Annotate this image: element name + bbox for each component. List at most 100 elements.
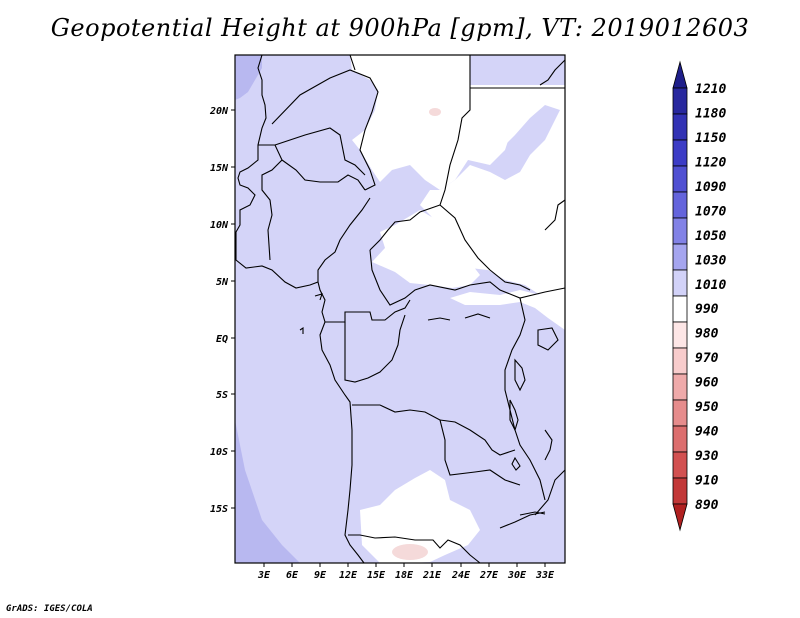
island bbox=[314, 293, 323, 301]
island bbox=[299, 326, 304, 334]
plateau-area bbox=[450, 290, 565, 330]
plateau-area bbox=[360, 470, 480, 563]
river bbox=[427, 317, 451, 321]
colorbar-label: 1050 bbox=[695, 229, 726, 244]
colorbar-label: 950 bbox=[695, 400, 719, 415]
colorbar-label: 890 bbox=[695, 498, 719, 513]
colorbar-swatch bbox=[672, 217, 688, 245]
colorbar-swatch bbox=[672, 425, 688, 453]
colorbar-swatch bbox=[672, 451, 688, 479]
colorbar-label: 1180 bbox=[695, 106, 726, 121]
river bbox=[464, 313, 491, 319]
low-pocket-area bbox=[392, 544, 428, 560]
border bbox=[344, 314, 406, 383]
border bbox=[271, 69, 379, 191]
y-tick-label: EQ bbox=[216, 334, 228, 345]
coastline bbox=[235, 54, 365, 564]
colorbar-swatch bbox=[672, 321, 688, 349]
colorbar-label: 1120 bbox=[695, 155, 726, 170]
river bbox=[544, 429, 553, 461]
colorbar-label: 1010 bbox=[695, 278, 726, 293]
colorbar-arrow-up bbox=[672, 60, 688, 89]
border bbox=[274, 127, 366, 176]
colorbar-arrow-down bbox=[672, 503, 688, 532]
colorbar-swatch bbox=[672, 243, 688, 271]
plateau-area bbox=[350, 55, 530, 190]
border bbox=[348, 534, 481, 564]
colorbar-swatch bbox=[672, 477, 688, 505]
ocean-deep-area bbox=[235, 55, 262, 100]
y-tick-label: 10N bbox=[210, 220, 229, 231]
map-field bbox=[235, 55, 565, 563]
coastlines-borders bbox=[235, 54, 566, 564]
colorbar-label: 960 bbox=[695, 376, 719, 391]
colorbar-swatch bbox=[672, 191, 688, 219]
colorbar-label: 980 bbox=[695, 327, 719, 342]
border bbox=[504, 297, 546, 501]
colorbar-label: 1030 bbox=[695, 253, 726, 268]
y-tick-label: 5S bbox=[216, 390, 228, 401]
colorbar-label: 990 bbox=[695, 302, 719, 317]
border bbox=[352, 404, 521, 486]
colorbar: 1210 1180 1150 1120 1090 1070 1050 1030 1010 990 9… bbox=[672, 60, 726, 532]
x-tick-label: 33E bbox=[535, 570, 555, 581]
colorbar-label: 910 bbox=[695, 474, 719, 489]
border bbox=[544, 199, 566, 231]
y-tick-label: 15S bbox=[210, 504, 228, 515]
colorbar-swatch bbox=[672, 269, 688, 297]
colorbar-swatch bbox=[672, 87, 688, 115]
y-tick-label: 15N bbox=[210, 163, 229, 174]
colorbar-label: 1210 bbox=[695, 82, 726, 97]
ocean-deep-area bbox=[235, 420, 300, 563]
colorbar-swatch bbox=[672, 295, 688, 323]
y-tick-label: 20N bbox=[209, 106, 229, 117]
border bbox=[499, 511, 546, 529]
plateau-area bbox=[372, 210, 480, 288]
x-tick-label: 24E bbox=[451, 570, 471, 581]
x-tick-label: 27E bbox=[479, 570, 499, 581]
lake bbox=[511, 456, 521, 471]
colorbar-swatch bbox=[672, 113, 688, 141]
x-tick-label: 6E bbox=[286, 570, 299, 581]
x-tick-label: 30E bbox=[507, 570, 527, 581]
credit-text: GrADS: IGES/COLA bbox=[6, 604, 93, 614]
border bbox=[349, 54, 356, 71]
x-tick-label: 18E bbox=[395, 570, 414, 581]
border bbox=[534, 469, 566, 516]
lake bbox=[509, 399, 519, 432]
low-pocket-area bbox=[429, 108, 441, 116]
river bbox=[519, 511, 546, 516]
colorbar-swatch bbox=[672, 347, 688, 375]
x-axis: 3E 6E 9E 12E 15E 18E 21E 24E 27E 30E 33E bbox=[257, 563, 555, 581]
colorbar-swatch bbox=[672, 139, 688, 167]
border bbox=[258, 144, 283, 261]
colorbar-label: 970 bbox=[695, 351, 719, 366]
border bbox=[439, 204, 531, 291]
border bbox=[369, 249, 566, 306]
border bbox=[281, 159, 366, 191]
colorbar-label: 1150 bbox=[695, 131, 726, 146]
colorbar-label: 930 bbox=[695, 449, 719, 464]
x-tick-label: 3E bbox=[257, 570, 271, 581]
border bbox=[539, 59, 566, 86]
y-tick-label: 5N bbox=[216, 277, 229, 288]
y-tick-label: 10S bbox=[210, 447, 228, 458]
colorbar-swatch bbox=[672, 373, 688, 401]
lake bbox=[537, 327, 559, 351]
lake bbox=[514, 358, 526, 392]
colorbar-label: 1070 bbox=[695, 204, 726, 219]
x-tick-label: 15E bbox=[367, 570, 386, 581]
x-tick-label: 9E bbox=[314, 570, 327, 581]
border bbox=[325, 299, 411, 323]
colorbar-swatch bbox=[672, 165, 688, 193]
border bbox=[439, 419, 516, 456]
colorbar-label: 940 bbox=[695, 425, 719, 440]
x-tick-label: 12E bbox=[339, 570, 358, 581]
border bbox=[317, 197, 371, 282]
y-axis: 20N 15N 10N 5N EQ 5S 10S 15S bbox=[209, 106, 235, 515]
map-frame bbox=[234, 54, 566, 564]
colorbar-label: 1090 bbox=[695, 180, 726, 195]
colorbar-swatch bbox=[672, 399, 688, 427]
plot-title: Geopotential Height at 900hPa [gpm], VT:… bbox=[50, 14, 750, 42]
